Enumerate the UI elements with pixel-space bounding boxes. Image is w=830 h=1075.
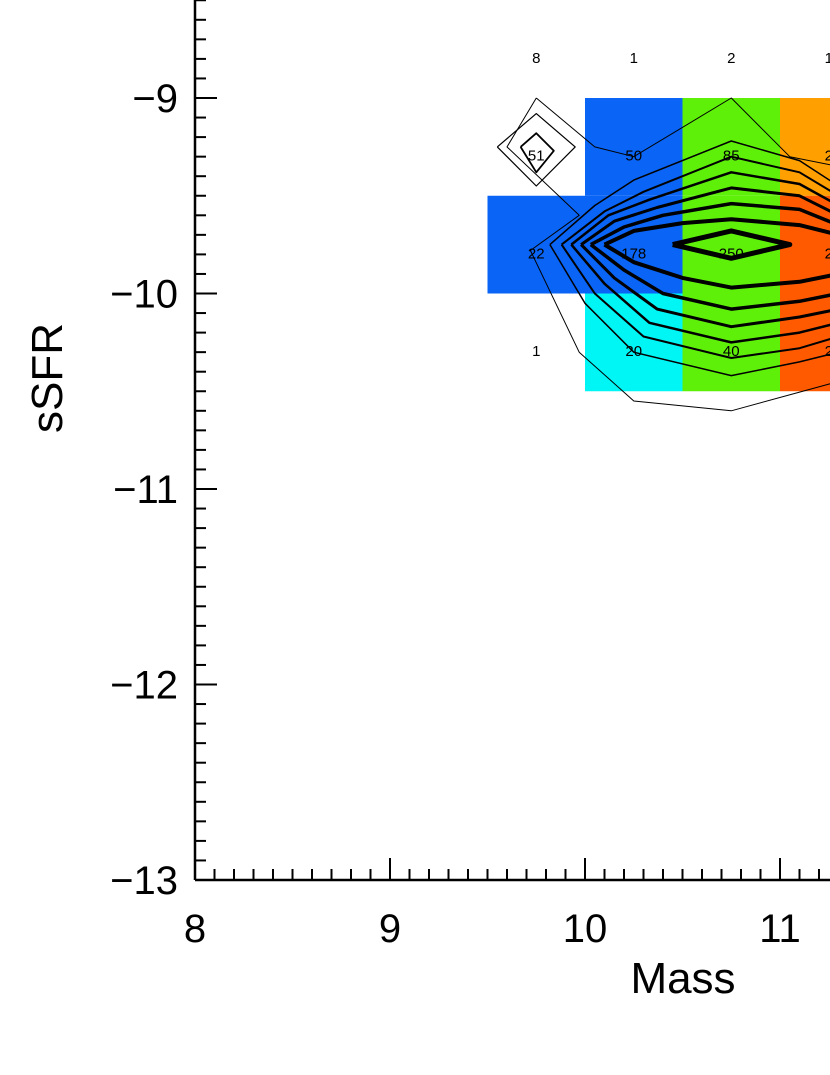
count-label-7: 2 (825, 148, 830, 165)
axes: 8 9 10 11−9−10−11−12−13 (110, 0, 830, 951)
x-tick-label: 8 (184, 907, 206, 951)
count-label-13: 20 (625, 343, 642, 360)
contour-line-4 (580, 186, 830, 329)
count-label-12: 1 (532, 343, 540, 360)
count-label-3: 1 (825, 50, 830, 67)
contour-line-7 (672, 228, 793, 261)
count-label-1: 1 (630, 50, 638, 67)
count-label-5: 50 (625, 148, 642, 165)
contour-line-2 (560, 155, 830, 359)
x-tick-label: 9 (379, 907, 401, 951)
y-tick-label: −12 (110, 664, 178, 708)
y-tick-label: −10 (110, 273, 178, 317)
count-label-10: 250 (719, 245, 744, 262)
heatmap-cell-5 (682, 195, 780, 294)
x-tick-label: 11 (759, 907, 801, 951)
contour-line-3 (570, 171, 830, 344)
x-tick-label: 10 (563, 907, 608, 951)
y-tick-label: −11 (113, 468, 178, 512)
contour-line-9 (519, 132, 555, 174)
y-axis-title: sSFR (23, 323, 72, 433)
count-label-9: 178 (621, 245, 646, 262)
heatmap-cell-4 (682, 98, 780, 196)
contour-line-1 (549, 140, 830, 377)
heatmap-cell-9 (780, 293, 830, 392)
count-label-8: 22 (528, 245, 545, 262)
count-label-4: 51 (528, 148, 545, 165)
count-label-15: 2 (825, 343, 830, 360)
contour-line-6 (603, 217, 830, 290)
contour-line-5 (589, 201, 830, 311)
count-label-0: 8 (532, 50, 540, 67)
count-label-11: 2 (825, 245, 830, 262)
contour-line-0 (506, 97, 830, 412)
count-label-14: 40 (723, 343, 740, 360)
count-label-2: 2 (727, 50, 735, 67)
x-axis-title: Mass (630, 954, 735, 1003)
heatmap-cell-7 (780, 98, 830, 196)
y-tick-label: −13 (110, 859, 178, 903)
density-contours (496, 97, 830, 412)
y-tick-label: −9 (132, 77, 178, 121)
count-labels: 8 1 2 151 50 85 222 178 250 21 20 40 2 (528, 50, 830, 360)
count-label-6: 85 (723, 148, 740, 165)
contour-line-8 (496, 112, 576, 187)
